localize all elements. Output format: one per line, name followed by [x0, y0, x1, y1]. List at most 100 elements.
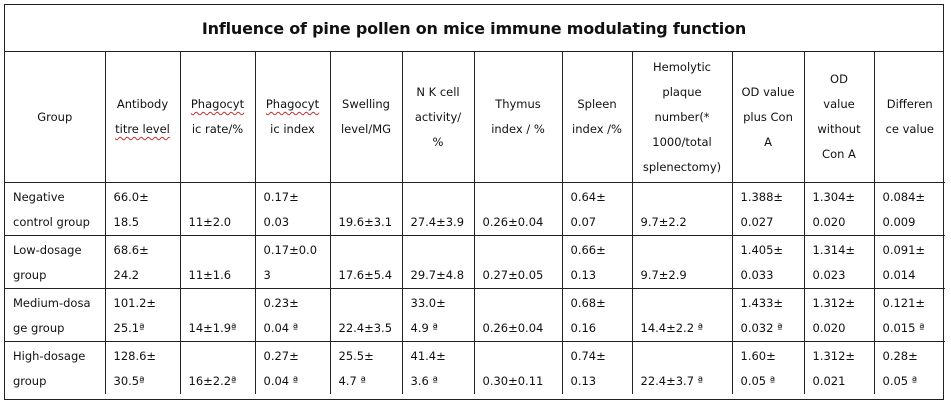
header-text-line: plus Con [743, 109, 793, 124]
table-row: High-dosage group 128.6± 30.5ª 16±2.2ª 0.27±… [5, 341, 945, 394]
value-cell: 0.26±0.04 [473, 288, 563, 342]
cell-text-line: control group [13, 215, 90, 229]
cell-text-line: 1.304± [812, 190, 856, 204]
value-cell: 0.28± 0.05 ª [873, 341, 945, 394]
cell-text-line: 17.6±5.4 [338, 268, 393, 282]
cell-text-line [483, 344, 562, 369]
header-text-line: level/MG [340, 122, 392, 136]
value-cell: 68.6± 24.2 [104, 235, 181, 289]
cell-text-line [641, 238, 732, 263]
header-text-line: index / % [491, 122, 545, 136]
column-header: Phagocyt ic rate/% [179, 52, 256, 183]
column-header: Group [5, 52, 106, 183]
header-text-line: activity/ [414, 109, 462, 124]
cell-text-line: 1.405± [740, 243, 784, 257]
cell-text-line: 3.6 ª [410, 374, 438, 388]
cell-text-line: 1.388± [740, 190, 784, 204]
cell-text-line: 68.6± [113, 243, 149, 257]
value-cell: 33.0± 4.9 ª [401, 288, 475, 342]
table-body: Negative control group 66.0± 18.5 11±2.0 0.1… [5, 182, 945, 394]
cell-text-line: 0.64± [570, 190, 606, 204]
cell-text-line: 0.04 ª [263, 321, 299, 335]
value-cell: 1.405± 0.033 [731, 235, 805, 289]
cell-text-line: 18.5 [113, 215, 140, 229]
header-text-line: titre level [115, 122, 170, 136]
cell-text-line: 11±2.0 [188, 215, 232, 229]
table-container: Influence of pine pollen on mice immune … [4, 4, 945, 400]
header-text-line: ce value [885, 122, 934, 136]
cell-text-line: 1.312± [812, 296, 856, 310]
header-text-line: without [817, 122, 861, 136]
cell-text-line: 9.7±2.9 [640, 268, 687, 282]
header-text-line: OD [830, 72, 848, 86]
cell-text-line: 29.7±4.8 [410, 268, 465, 282]
value-cell: 0.23± 0.04 ª [254, 288, 331, 342]
value-cell: 128.6± 30.5ª [104, 341, 181, 394]
cell-text-line: 30.5ª [113, 374, 145, 388]
header-text-line: Thymus [495, 97, 541, 111]
value-cell: 0.084± 0.009 [873, 182, 945, 236]
header-text-line: Phagocyt [265, 97, 320, 111]
cell-text-line: 0.121± [882, 296, 926, 310]
cell-text-line: 0.015 ª [882, 321, 925, 335]
cell-text-line: 0.13 [570, 268, 597, 282]
value-cell: 66.0± 18.5 [104, 182, 181, 236]
cell-text-line: 0.28± [882, 349, 918, 363]
value-cell: 29.7±4.8 [401, 235, 475, 289]
value-cell: 0.17±0.0 3 [254, 235, 331, 289]
cell-text-line [411, 185, 474, 210]
value-cell: 0.091± 0.014 [873, 235, 945, 289]
group-name-cell: Low-dosage group [5, 235, 106, 289]
cell-text-line [641, 344, 732, 369]
value-cell: 11±1.6 [179, 235, 256, 289]
value-cell: 1.314± 0.023 [803, 235, 875, 289]
cell-text-line [339, 238, 402, 263]
header-text-line: 1000/total [652, 134, 712, 149]
cell-text-line: 0.014 [882, 268, 916, 282]
cell-text-line: 1.314± [812, 243, 856, 257]
cell-text-line: 0.091± [882, 243, 926, 257]
column-header: N K cell activity/% [401, 52, 475, 183]
cell-text-line: 0.17± [263, 190, 299, 204]
cell-text-line: 22.4±3.7 ª [640, 374, 704, 388]
cell-text-line: 0.033 [740, 268, 774, 282]
column-header: Swelling level/MG [329, 52, 403, 183]
table-title: Influence of pine pollen on mice immune … [5, 5, 943, 52]
cell-text-line: 0.74± [570, 349, 606, 363]
value-cell: 101.2± 25.1ª [104, 288, 181, 342]
value-cell: 14.4±2.2 ª [631, 288, 733, 342]
value-cell: 0.74± 0.13 [561, 341, 633, 394]
cell-text-line: 1.433± [740, 296, 784, 310]
cell-text-line: 22.4±3.5 [338, 321, 393, 335]
cell-text-line: 27.4±3.9 [410, 215, 465, 229]
cell-text-line: Low-dosage [13, 243, 82, 257]
column-header: Thymus index / % [473, 52, 563, 183]
header-text-line: Group [37, 109, 73, 124]
cell-text-line [339, 185, 402, 210]
header-text-line: Con A [822, 147, 856, 161]
table-row: Negative control group 66.0± 18.5 11±2.0 0.1… [5, 182, 945, 236]
cell-text-line: 0.04 ª [263, 374, 299, 388]
column-header: Hemolytic plaque number(* 1000/total splenec… [631, 52, 733, 183]
cell-text-line: 33.0± [410, 296, 446, 310]
value-cell: 25.5± 4.7 ª [329, 341, 403, 394]
cell-text-line: Negative [13, 190, 65, 204]
cell-text-line [483, 238, 562, 263]
cell-text-line: 0.26±0.04 [482, 215, 544, 229]
value-cell: 41.4± 3.6 ª [401, 341, 475, 394]
value-cell: 1.304± 0.020 [803, 182, 875, 236]
cell-text-line: 9.7±2.2 [640, 215, 687, 229]
cell-text-line: 0.27± [263, 349, 299, 363]
cell-text-line: 41.4± [410, 349, 446, 363]
cell-text-line: 0.009 [882, 215, 916, 229]
value-cell: 0.27±0.05 [473, 235, 563, 289]
header-text-line: index /% [572, 122, 622, 136]
header-text-line: Hemolytic [653, 59, 711, 74]
cell-text-line: 14.4±2.2 ª [640, 321, 704, 335]
column-header: Differen ce value [873, 52, 945, 183]
cell-text-line: 0.17±0.0 [263, 243, 318, 257]
header-text-line: % [432, 134, 444, 149]
table-row: Low-dosage group 68.6± 24.2 11±1.6 0.17±0.0 3… [5, 235, 945, 289]
header-text-line: Swelling [342, 97, 390, 111]
cell-text-line [339, 291, 402, 316]
